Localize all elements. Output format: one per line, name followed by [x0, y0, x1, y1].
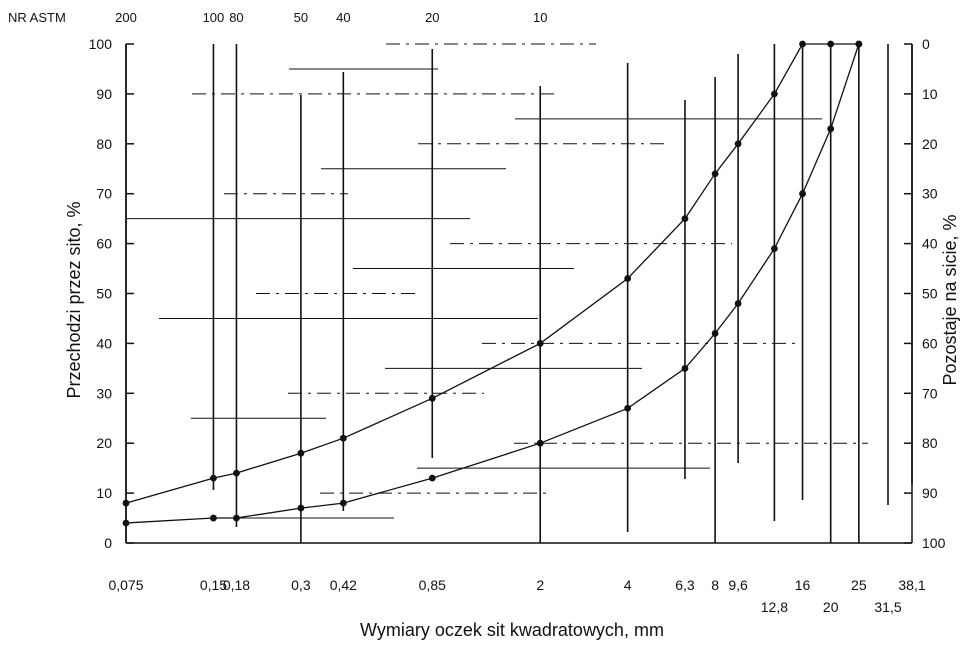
x-tick-label: 38,1	[898, 577, 925, 593]
y2-tick-label: 80	[922, 435, 938, 451]
x-axis-title: Wymiary oczek sit kwadratowych, mm	[360, 620, 664, 640]
astm-tick-label: 10	[533, 10, 547, 25]
data-point	[210, 474, 217, 482]
data-point	[122, 519, 130, 527]
data-point	[297, 504, 305, 512]
x-tick-label: 25	[851, 577, 867, 593]
y2-tick-label: 60	[922, 335, 938, 351]
data-point	[210, 514, 217, 522]
data-point	[122, 499, 130, 507]
x-tick-label: 31,5	[874, 599, 901, 615]
x-tick-label: 0,3	[291, 577, 311, 593]
y-tick-label: 50	[96, 286, 112, 302]
y-tick-label: 20	[96, 435, 112, 451]
x-tick-label: 0,42	[330, 577, 357, 593]
y-axis-title: Przechodzi przez sito, %	[64, 201, 84, 398]
y2-tick-label: 40	[922, 236, 938, 252]
data-point	[681, 364, 689, 372]
x-tick-label: 2	[536, 577, 544, 593]
data-point	[770, 245, 778, 252]
astm-tick-label: 200	[115, 10, 137, 25]
data-point	[770, 90, 778, 98]
x-tick-label: 0,075	[108, 577, 143, 593]
data-point	[428, 394, 436, 402]
data-point	[734, 300, 742, 307]
data-point	[799, 40, 806, 48]
y2-tick-label: 50	[922, 286, 938, 302]
y-tick-label: 30	[96, 385, 112, 401]
data-point	[624, 275, 632, 282]
data-point	[536, 340, 544, 347]
data-point	[536, 439, 544, 447]
y-tick-label: 90	[96, 86, 112, 102]
data-point	[711, 170, 719, 178]
data-point	[297, 449, 305, 457]
x-tick-label: 4	[624, 577, 632, 593]
y-tick-label: 0	[104, 535, 112, 551]
y2-tick-label: 10	[922, 86, 938, 102]
y-tick-label: 80	[96, 136, 112, 152]
astm-tick-label: 80	[229, 10, 243, 25]
data-point	[339, 434, 347, 442]
x-tick-label: 8	[711, 577, 719, 593]
y2-tick-label: 90	[922, 485, 938, 501]
tick-labels: 0102030405060708090100100908070605040302…	[89, 10, 946, 615]
data-point	[233, 469, 240, 477]
data-point	[855, 40, 863, 48]
y2-tick-label: 100	[922, 535, 946, 551]
x-tick-label: 6,3	[675, 577, 695, 593]
data-point	[799, 190, 806, 198]
data-point	[624, 404, 632, 412]
top-axis-label: NR ASTM	[8, 10, 66, 25]
x-tick-label: 0,15	[200, 577, 227, 593]
x-tick-label: 9,6	[728, 577, 748, 593]
astm-tick-label: 20	[425, 10, 439, 25]
x-tick-label: 20	[823, 599, 839, 615]
data-point	[681, 215, 689, 223]
astm-tick-label: 100	[203, 10, 225, 25]
y-tick-label: 60	[96, 236, 112, 252]
y2-tick-label: 30	[922, 186, 938, 202]
data-point	[339, 499, 347, 507]
x-tick-label: 0,85	[419, 577, 446, 593]
data-point	[827, 40, 835, 48]
sieve-scan-lines	[125, 43, 913, 543]
y-tick-label: 70	[96, 186, 112, 202]
y-tick-label: 10	[96, 485, 112, 501]
y2-tick-label: 0	[922, 36, 930, 52]
y-tick-label: 40	[96, 335, 112, 351]
x-tick-label: 12,8	[761, 599, 788, 615]
x-tick-label: 16	[795, 577, 811, 593]
series-lines	[122, 40, 863, 527]
data-point	[428, 474, 436, 482]
y2-tick-label: 70	[922, 385, 938, 401]
x-tick-label: 0,18	[223, 577, 250, 593]
tick-marks	[126, 43, 912, 544]
astm-tick-label: 50	[294, 10, 308, 25]
y2-tick-label: 20	[922, 136, 938, 152]
data-point	[734, 140, 742, 148]
data-point	[827, 125, 835, 133]
y2-axis-title: Pozostaje na sicie, %	[940, 214, 960, 385]
astm-tick-label: 40	[336, 10, 350, 25]
data-point	[711, 330, 719, 337]
data-point	[233, 514, 240, 522]
y-tick-label: 100	[89, 36, 113, 52]
